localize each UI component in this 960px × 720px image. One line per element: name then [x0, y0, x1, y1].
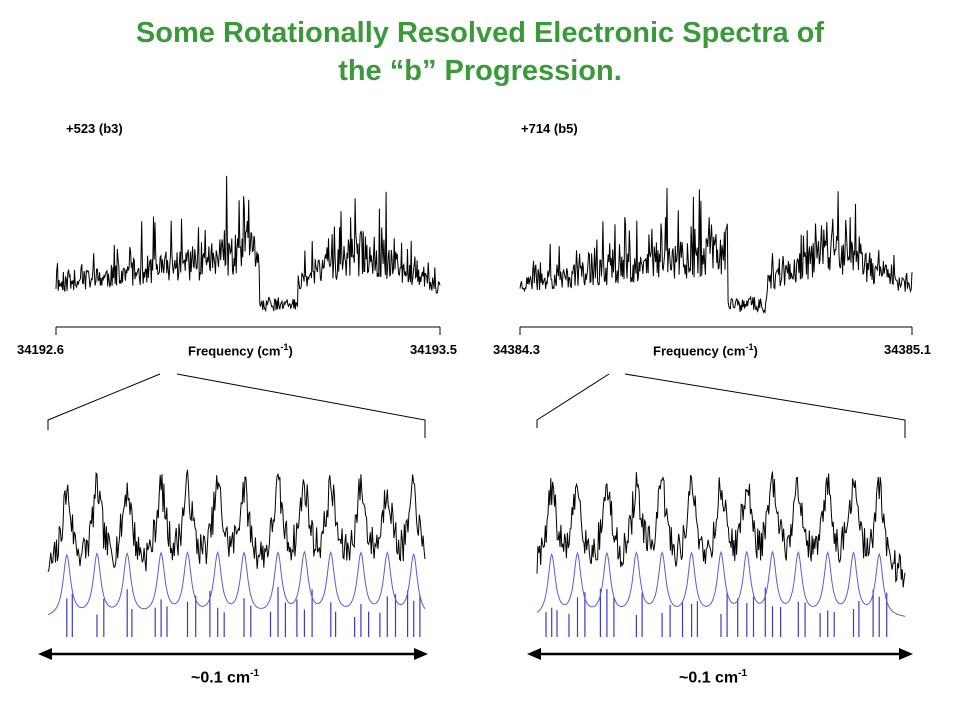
span-arrow-right-head-right — [899, 648, 913, 660]
x-tick-label-left-max: 34193.5 — [410, 342, 457, 357]
zoom-connector-left-b — [176, 373, 426, 438]
expanded-right-simulated — [536, 550, 906, 617]
slide-title: Some Rotationally Resolved Electronic Sp… — [0, 14, 960, 90]
overview-left-trace — [55, 175, 441, 313]
title-line-2: the “b” Progression. — [338, 55, 622, 87]
band-label-right: +714 (b5) — [521, 121, 578, 136]
zoom-connector-right-b — [624, 373, 906, 438]
span-arrow-left-head-left — [38, 648, 52, 660]
x-axis-label-right: Frequency (cm-1) — [653, 342, 758, 359]
x-tick-label-right-max: 34385.1 — [884, 342, 931, 357]
span-arrow-right-head-left — [527, 648, 541, 660]
band-label-left: +523 (b3) — [66, 121, 123, 136]
expanded-left-experimental — [47, 469, 426, 572]
x-axis-label-left: Frequency (cm-1) — [188, 342, 293, 359]
x-tick-label-right-min: 34384.3 — [493, 342, 540, 357]
span-label-left: ~0.1 cm-1 — [191, 668, 260, 687]
x-tick-label-left-min: 34192.6 — [17, 342, 64, 357]
zoom-connector-right-a — [536, 373, 610, 428]
title-line-1: Some Rotationally Resolved Electronic Sp… — [135, 17, 825, 49]
span-arrow-left-head-right — [414, 648, 428, 660]
expanded-right-experimental — [536, 471, 906, 588]
zoom-connector-left-a — [47, 373, 161, 430]
expanded-left-simulated — [47, 550, 426, 616]
overview-right-trace — [519, 187, 913, 314]
span-label-right: ~0.1 cm-1 — [679, 668, 748, 687]
